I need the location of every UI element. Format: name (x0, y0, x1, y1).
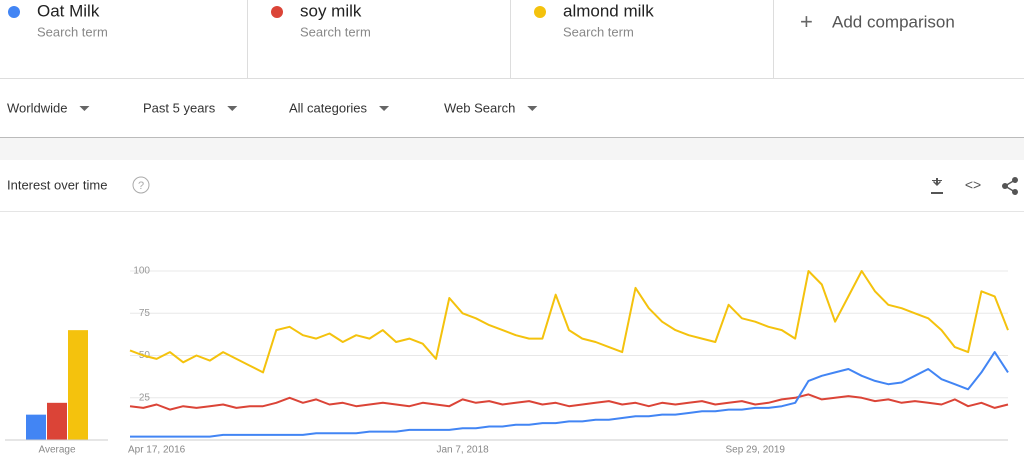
filter[interactable]: Worldwide (7, 100, 67, 115)
embed-icon[interactable]: <> (965, 177, 981, 193)
series-line (130, 351, 1009, 438)
term-dot (8, 6, 20, 18)
band (0, 137, 1024, 160)
y-tick-label: 75 (139, 308, 151, 319)
term-name[interactable]: almond milk (563, 1, 654, 20)
help-icon-mark: ? (138, 180, 144, 192)
term-sublabel: Search term (300, 24, 371, 39)
section-title: Interest over time (7, 177, 107, 192)
x-tick-label: Apr 17, 2016 (128, 445, 186, 456)
average-bar (26, 414, 46, 440)
term-name[interactable]: Oat Milk (37, 1, 100, 20)
term-name[interactable]: soy milk (300, 1, 362, 20)
filter[interactable]: Web Search (444, 100, 515, 115)
y-tick-label: 25 (139, 392, 151, 403)
term-sublabel: Search term (37, 24, 108, 39)
term-sublabel: Search term (563, 24, 634, 39)
share-icon[interactable] (1002, 177, 1018, 195)
plus-icon[interactable]: + (800, 9, 813, 34)
average-bar (68, 330, 88, 440)
download-icon[interactable] (931, 178, 943, 194)
help-icon[interactable] (132, 176, 150, 194)
dropdown-arrow (227, 106, 238, 111)
series-line (129, 393, 1009, 411)
filter[interactable]: All categories (289, 100, 368, 115)
bar-label: Average (38, 445, 76, 456)
x-tick-label: Jan 7, 2018 (436, 445, 489, 456)
x-tick-label: Sep 29, 2019 (725, 445, 785, 456)
add-comparison[interactable]: Add comparison (832, 12, 955, 31)
series-line (129, 270, 1009, 374)
y-tick-label: 100 (133, 266, 150, 277)
dropdown-arrow (527, 106, 538, 111)
term-dot (271, 6, 283, 18)
filter[interactable]: Past 5 years (143, 100, 216, 115)
dropdown-arrow (379, 106, 390, 111)
dropdown-arrow (79, 106, 90, 111)
term-dot (534, 6, 546, 18)
average-bar (47, 402, 67, 440)
